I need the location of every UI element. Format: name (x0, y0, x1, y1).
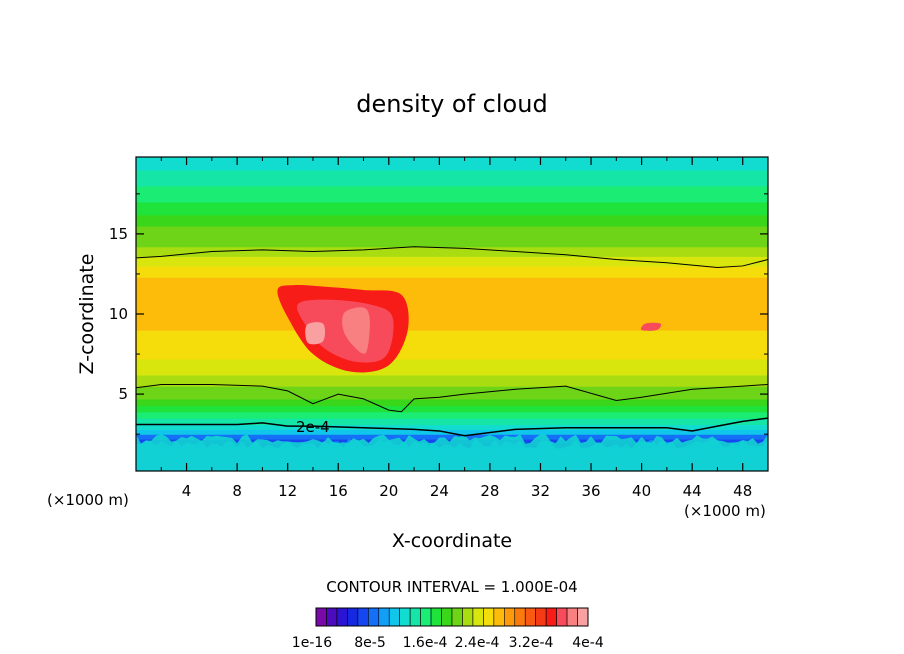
colorbar-swatch (451, 607, 463, 627)
x-tick-label: 4 (182, 482, 192, 500)
colorbar-label: 1e-16 (292, 635, 332, 651)
colorbar-swatch (493, 607, 505, 627)
x-axis-ticks: 4 8 12 16 20 24 28 32 36 40 44 48 (160, 157, 752, 500)
colorbar-swatch (430, 607, 442, 627)
density-band (136, 289, 768, 331)
density-band (136, 424, 768, 430)
colorbar-label: 1.6e-4 (403, 635, 448, 651)
y-unit-note: (×1000 m) (47, 491, 129, 509)
x-tick-label: 20 (379, 482, 398, 500)
contour-line-lower (136, 417, 768, 437)
x-tick-label: 12 (278, 482, 297, 500)
density-band (136, 157, 768, 171)
density-band (136, 256, 768, 267)
colorbar-swatch (483, 607, 495, 627)
plot-area (136, 157, 768, 471)
x-tick-label: 16 (329, 482, 348, 500)
colorbar-swatch (326, 607, 338, 627)
colorbar-swatch (462, 607, 474, 627)
colorbar-swatch (566, 607, 578, 627)
surface-noise (136, 434, 768, 471)
contour-line-upper (136, 246, 768, 269)
density-band (136, 358, 768, 376)
density-band (136, 246, 768, 257)
chart-title: density of cloud (356, 90, 547, 118)
colorbar-swatch (368, 607, 380, 627)
contour-line-middle (136, 383, 768, 413)
density-band (136, 398, 768, 406)
density-band (136, 265, 768, 278)
x-tick-label: 40 (632, 482, 651, 500)
density-band (136, 277, 768, 291)
x-tick-label: 28 (480, 482, 499, 500)
x-tick-label: 44 (683, 482, 702, 500)
density-band (136, 434, 768, 440)
colorbar-label: 2.4e-4 (455, 635, 500, 651)
colorbar-swatch (577, 607, 589, 627)
density-band (136, 386, 768, 394)
colorbar-swatch (315, 607, 327, 627)
colorbar-swatch (420, 607, 432, 627)
x-tick-label: 32 (531, 482, 550, 500)
colorbar-swatch (556, 607, 568, 627)
density-band (136, 330, 768, 360)
contour-interval-text: CONTOUR INTERVAL = 1.000E-04 (326, 578, 577, 596)
x-tick-label: 24 (430, 482, 449, 500)
density-band (136, 214, 768, 227)
density-band (136, 374, 768, 387)
x-unit-note: (×1000 m) (684, 502, 766, 520)
colorbar-swatch (504, 607, 516, 627)
colorbar-swatch (399, 607, 411, 627)
density-band (136, 201, 768, 216)
y-axis-label: Z-coordinate (76, 254, 98, 375)
colorbar-swatch (409, 607, 421, 627)
x-tick-label: 36 (581, 482, 600, 500)
x-axis-label: X-coordinate (392, 530, 512, 552)
colorbar-swatch (514, 607, 526, 627)
x-tick-label: 48 (733, 482, 752, 500)
contour-lines (136, 246, 768, 437)
density-band (136, 405, 768, 413)
y-tick-label: 15 (109, 225, 128, 243)
colorbar-swatch (535, 607, 547, 627)
density-band (136, 237, 768, 248)
colorbar-labels: 1e-16 8e-5 1.6e-4 2.4e-4 3.2e-4 4e-4 (292, 635, 604, 651)
colorbar-label: 4e-4 (572, 635, 604, 651)
y-tick-label: 10 (109, 305, 128, 323)
core-peak-region (305, 322, 326, 345)
core-peak-region (342, 307, 370, 354)
y-tick-label: 5 (118, 385, 128, 403)
colorbar-swatch (441, 607, 453, 627)
contour-label: 2e-4 (296, 418, 330, 436)
colorbar-swatch (472, 607, 484, 627)
y-axis-ticks: 5 10 15 (109, 193, 768, 435)
colorbar-label: 3.2e-4 (509, 635, 554, 651)
density-band (136, 429, 768, 435)
colorbar (315, 607, 589, 627)
colorbar-swatch (357, 607, 369, 627)
colorbar-swatch (524, 607, 536, 627)
density-core (277, 285, 662, 373)
x-tick-label: 8 (232, 482, 242, 500)
colorbar-swatch (388, 607, 400, 627)
colorbar-label: 8e-5 (354, 635, 385, 651)
density-band (136, 411, 768, 419)
density-band (136, 418, 768, 426)
colorbar-swatch (545, 607, 557, 627)
colorbar-swatch (336, 607, 348, 627)
side-blob-region (640, 322, 662, 331)
colorbar-frame (315, 607, 589, 627)
density-band (136, 185, 768, 203)
density-band (136, 225, 768, 238)
colorbar-swatch (378, 607, 390, 627)
density-band (136, 169, 768, 187)
ground-noise-layer (136, 434, 768, 471)
colorbar-swatch (347, 607, 359, 627)
